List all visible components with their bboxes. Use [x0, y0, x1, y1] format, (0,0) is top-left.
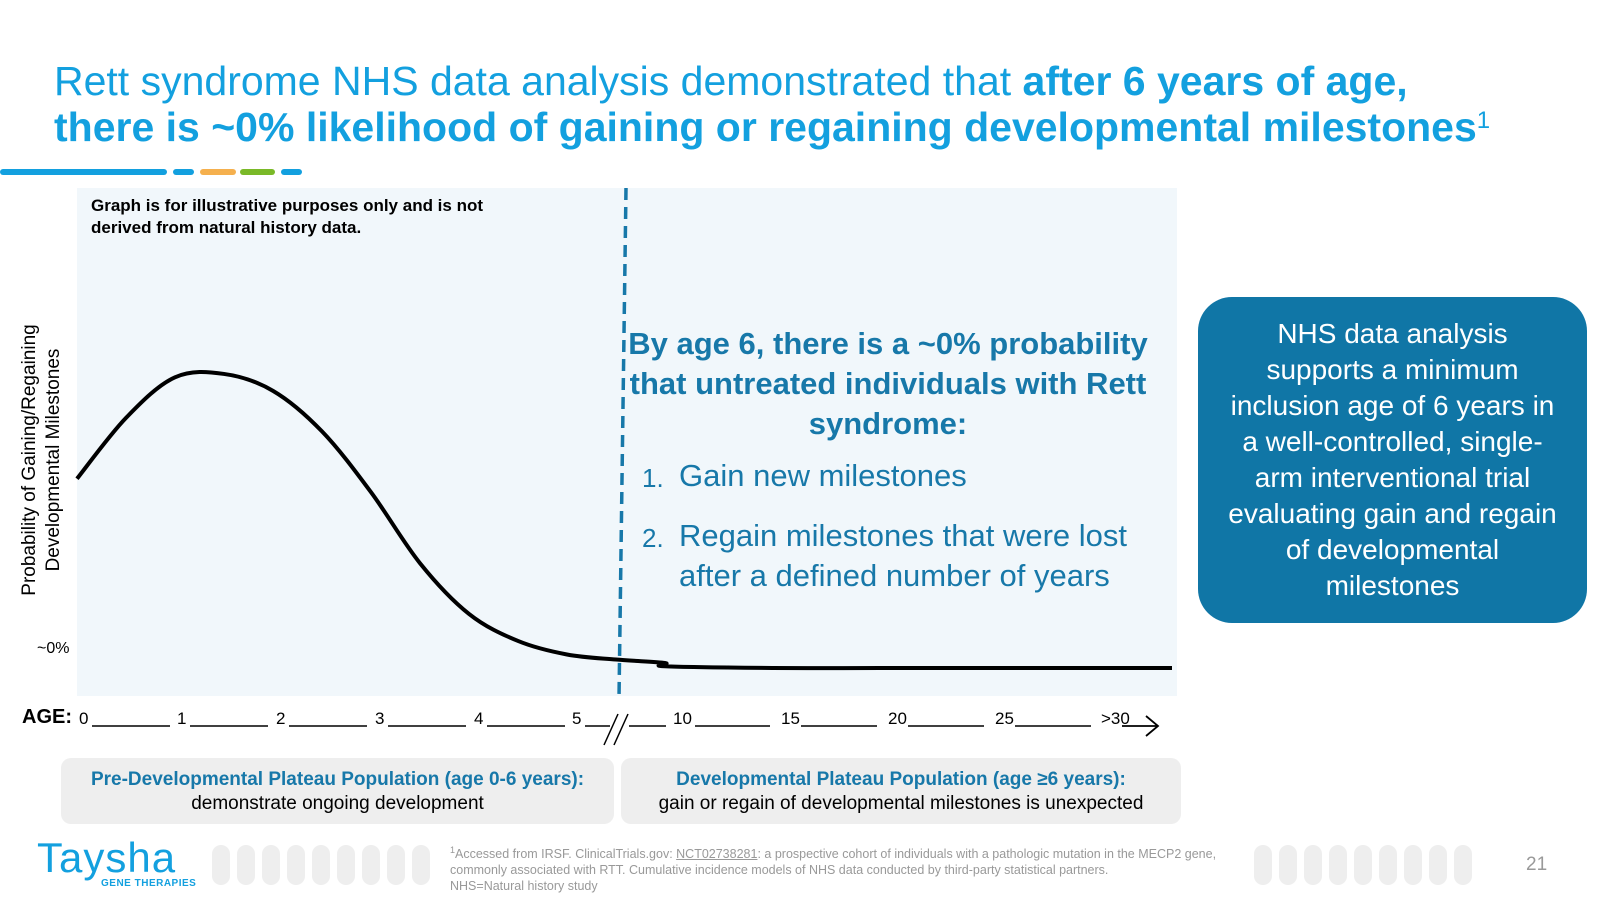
inclusion-age-text: NHS data analysis supports a minimum inc…: [1228, 318, 1557, 601]
inclusion-age-box: NHS data analysis supports a minimum inc…: [1198, 297, 1587, 623]
accent-segment: [0, 169, 167, 175]
callout-item-number: 1.: [642, 463, 664, 493]
x-tick-label: 5: [572, 709, 582, 728]
pre-plateau-population-box: Pre-Developmental Plateau Population (ag…: [61, 758, 614, 824]
x-axis: [92, 713, 1160, 746]
footnote: 1Accessed from IRSF. ClinicalTrials.gov:…: [450, 842, 1250, 894]
page-number: 21: [1526, 854, 1548, 875]
accent-segment: [200, 169, 236, 175]
population-description: demonstrate ongoing development: [191, 793, 484, 814]
population-title: Pre-Developmental Plateau Population (ag…: [90, 769, 585, 790]
footnote-superscript: 1: [450, 845, 456, 855]
logo-wordmark: Taysha: [37, 834, 177, 881]
y-tick-zero: ~0%: [37, 640, 70, 657]
title-bold-1: after 6 years of age,: [1022, 58, 1408, 104]
plateau-population-box: Developmental Plateau Population (age ≥6…: [621, 758, 1181, 824]
title-bold-2: there is ~0% likelihood of gaining or re…: [54, 104, 1477, 150]
population-title: Developmental Plateau Population (age ≥6…: [676, 769, 1126, 790]
company-logo: Taysha GENE THERAPIES: [37, 834, 197, 890]
axis-break-mark: [613, 713, 629, 746]
x-tick-label: 3: [375, 709, 385, 728]
callout-heading: By age 6, there is a ~0% probability tha…: [628, 326, 1148, 441]
decorative-bars-left: [212, 845, 430, 885]
footnote-text: : a prospective cohort of individuals wi…: [450, 847, 1217, 878]
population-description: gain or regain of developmental mileston…: [658, 793, 1144, 814]
x-axis-label: AGE:: [22, 706, 72, 728]
callout-item-number: 2.: [642, 523, 664, 553]
footnote-text: Accessed from IRSF. ClinicalTrials.gov:: [455, 847, 677, 862]
x-tick-label: 1: [177, 709, 187, 728]
accent-segment: [173, 169, 194, 175]
probability-curve: [75, 370, 1172, 671]
x-tick-label: 10: [673, 709, 692, 728]
x-axis-arrow-icon: [1122, 715, 1160, 737]
x-tick-label: 20: [888, 709, 907, 728]
x-tick-label: 0: [79, 709, 89, 728]
accent-segment: [240, 169, 275, 175]
footnote-abbreviation: NHS=Natural history study: [450, 879, 598, 894]
decorative-bars-right: [1254, 845, 1472, 885]
illustrative-disclaimer: Graph is for illustrative purposes only …: [91, 196, 484, 237]
callout-item-text: Gain new milestones: [679, 458, 967, 493]
reference-line-age-6: [617, 187, 628, 699]
axis-break-mark: [603, 713, 619, 746]
x-tick-label: 4: [474, 709, 484, 728]
x-tick-label: 25: [995, 709, 1014, 728]
accent-segment: [281, 169, 302, 175]
slide-title: Rett syndrome NHS data analysis demonstr…: [54, 58, 1584, 150]
title-normal: Rett syndrome NHS data analysis demonstr…: [54, 58, 1023, 104]
callout-item-text: Regain milestones that were lost after a…: [679, 518, 1128, 593]
title-superscript: 1: [1476, 107, 1491, 134]
x-tick-label: 2: [276, 709, 286, 728]
plot-area: [77, 188, 1177, 696]
x-tick-label: 15: [781, 709, 800, 728]
logo-subtitle: GENE THERAPIES: [101, 878, 197, 889]
x-tick-label: >30: [1101, 709, 1130, 728]
clinicaltrials-link[interactable]: NCT02738281: [676, 847, 758, 862]
